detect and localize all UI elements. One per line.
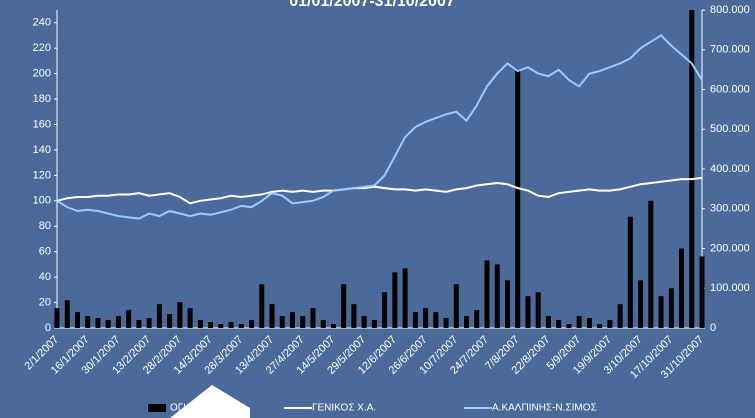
bar (382, 292, 388, 328)
bar (392, 272, 398, 328)
bar (105, 320, 111, 328)
bar (269, 304, 275, 328)
y-tick-label: 80 (39, 220, 51, 232)
bar (279, 316, 285, 328)
y-tick-label: 100 (33, 195, 51, 207)
bar (218, 324, 224, 328)
bar (136, 320, 142, 328)
bar (556, 320, 562, 328)
chart-title: 01/01/2007-31/10/2007 (289, 0, 455, 10)
bar (535, 292, 541, 328)
y2-tick-label: 300.000 (710, 203, 750, 215)
y2-tick-label: 800.000 (710, 4, 750, 16)
bar (648, 200, 654, 328)
y-tick-label: 160 (33, 118, 51, 130)
bar (607, 320, 613, 328)
bar (525, 296, 531, 328)
bar (310, 308, 316, 328)
y-tick-label: 20 (39, 296, 51, 308)
bar (146, 318, 152, 328)
y-tick-label: 200 (33, 68, 51, 80)
bar (371, 320, 377, 328)
bar (679, 248, 685, 328)
bar (156, 304, 162, 328)
bar (515, 69, 521, 328)
legend-label: Α.ΚΑΛΠΙΝΗΣ-Ν.ΣΙΜΟΣ (492, 403, 597, 414)
y-tick-label: 220 (33, 42, 51, 54)
bar (658, 296, 664, 328)
bar (494, 264, 500, 328)
y2-tick-label: 200.000 (710, 242, 750, 254)
overlay-shape (170, 385, 250, 418)
bar (361, 316, 367, 328)
bar (238, 324, 244, 328)
bar (597, 324, 603, 328)
bar (320, 320, 326, 328)
bar (423, 308, 429, 328)
bar (504, 280, 510, 328)
bar (617, 304, 623, 328)
bar (351, 304, 357, 328)
bar (330, 324, 336, 328)
bar (545, 316, 551, 328)
bar (453, 284, 459, 328)
y-tick-label: 60 (39, 246, 51, 258)
y-tick-label: 0 (45, 322, 51, 334)
bar (249, 320, 255, 328)
y2-tick-label: 0 (710, 322, 716, 334)
bar (433, 312, 439, 328)
bar (668, 288, 674, 328)
y2-tick-label: 600.000 (710, 83, 750, 95)
bar (689, 10, 695, 328)
line (56, 34, 703, 220)
bar (566, 324, 572, 328)
bar (187, 308, 193, 328)
y2-tick-label: 400.000 (710, 163, 750, 175)
legend-swatch (148, 404, 166, 412)
bar (699, 256, 705, 328)
bar (177, 302, 183, 328)
bar (259, 284, 265, 328)
bar (402, 268, 408, 328)
bar (300, 316, 306, 328)
bar (85, 316, 91, 328)
bar (197, 320, 203, 328)
bar (484, 260, 490, 328)
bar (115, 316, 121, 328)
bar (586, 318, 592, 328)
bar (627, 216, 633, 328)
bar (341, 284, 347, 328)
bar (464, 316, 470, 328)
bar (576, 316, 582, 328)
bar (64, 300, 70, 328)
y-tick-label: 40 (39, 271, 51, 283)
bar (412, 312, 418, 328)
bar (74, 312, 80, 328)
bar (95, 318, 101, 328)
bar (208, 322, 214, 328)
bar (167, 314, 173, 328)
y2-tick-label: 500.000 (710, 123, 750, 135)
legend-label: ΓΕΝΙΚΟΣ Χ.Α. (312, 403, 376, 414)
bar (443, 318, 449, 328)
line (56, 176, 703, 205)
y2-tick-label: 100.000 (710, 282, 750, 294)
y-tick-label: 180 (33, 93, 51, 105)
bar (474, 310, 480, 328)
bar (638, 280, 644, 328)
bar (126, 310, 132, 328)
y2-tick-label: 700.000 (710, 44, 750, 56)
bar (228, 322, 234, 328)
bar (289, 312, 295, 328)
y-tick-label: 120 (33, 169, 51, 181)
y-tick-label: 140 (33, 144, 51, 156)
bar (54, 308, 60, 328)
y-tick-label: 240 (33, 17, 51, 29)
